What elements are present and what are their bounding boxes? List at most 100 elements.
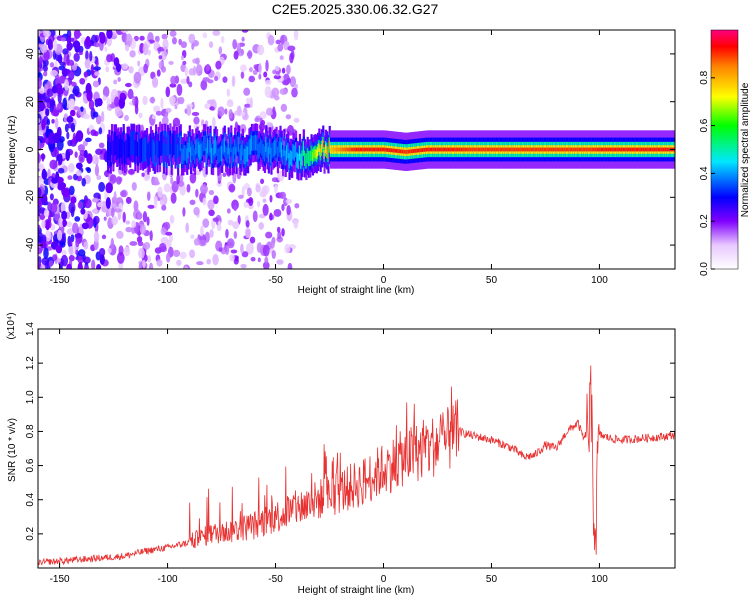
heatmap-cell bbox=[582, 147, 585, 152]
heatmap-cell bbox=[286, 64, 291, 75]
heatmap-cell bbox=[212, 148, 215, 164]
heatmap-cell bbox=[164, 130, 167, 155]
heatmap-cell bbox=[95, 148, 103, 155]
heatmap-cell bbox=[196, 261, 204, 266]
heatmap-cell bbox=[159, 200, 165, 206]
heatmap-cell bbox=[59, 265, 63, 269]
heatmap-cell bbox=[313, 149, 316, 159]
heatmap-cell bbox=[49, 99, 56, 108]
heatmap-cell bbox=[545, 147, 548, 152]
heatmap-cell bbox=[646, 147, 649, 152]
heatmap-cell bbox=[43, 209, 50, 218]
heatmap-cell bbox=[83, 113, 90, 120]
heatmap-cell bbox=[220, 35, 225, 44]
heatmap-cell bbox=[188, 136, 191, 153]
heatmap-cell bbox=[166, 165, 175, 176]
heatmap-cell bbox=[660, 147, 663, 152]
heatmap-cell bbox=[109, 103, 117, 109]
heatmap-cell bbox=[206, 258, 211, 265]
heatmap-cell bbox=[195, 188, 199, 198]
heatmap-cell bbox=[264, 256, 269, 264]
heatmap-cell bbox=[165, 252, 171, 263]
heatmap-cell bbox=[179, 251, 187, 259]
heatmap-cell bbox=[241, 186, 245, 198]
heatmap-cell bbox=[96, 264, 102, 269]
x-tick-label: -50 bbox=[268, 574, 283, 585]
heatmap-cell bbox=[315, 149, 318, 159]
heatmap-cell bbox=[463, 147, 466, 152]
heatmap-cell bbox=[146, 191, 151, 201]
heatmap-cell bbox=[205, 147, 208, 164]
heatmap-cell bbox=[131, 220, 137, 228]
heatmap-cell bbox=[232, 146, 235, 163]
heatmap-cell bbox=[174, 137, 177, 162]
heatmap-cell bbox=[635, 147, 638, 152]
heatmap-cell bbox=[47, 215, 52, 223]
heatmap-cell bbox=[642, 147, 645, 152]
heatmap-cell bbox=[259, 111, 267, 120]
x-tick-label: 50 bbox=[486, 574, 498, 585]
heatmap-cell bbox=[240, 144, 243, 161]
heatmap-cell bbox=[328, 140, 331, 150]
heatmap-cell bbox=[92, 80, 100, 88]
heatmap-cell bbox=[274, 140, 277, 156]
heatmap-cell bbox=[289, 76, 297, 88]
heatmap-cell bbox=[621, 147, 624, 152]
heatmap-cell bbox=[274, 95, 280, 101]
heatmap-cell bbox=[494, 147, 497, 152]
heatmap-cell bbox=[513, 147, 517, 152]
snr-multiplier-label: (x10⁴) bbox=[6, 312, 17, 339]
heatmap-cell bbox=[221, 146, 224, 162]
heatmap-cell bbox=[217, 148, 220, 165]
heatmap-cell bbox=[291, 87, 298, 98]
heatmap-cell bbox=[256, 200, 261, 208]
heatmap-cell bbox=[248, 75, 256, 83]
heatmap-cell bbox=[85, 35, 91, 48]
heatmap-cell bbox=[83, 71, 89, 78]
heatmap-cell bbox=[143, 137, 146, 162]
spectrogram-x-axis-label: Height of straight line (km) bbox=[298, 285, 415, 296]
heatmap-cell bbox=[165, 231, 173, 236]
heatmap-cell bbox=[659, 147, 662, 152]
heatmap-cell bbox=[66, 263, 72, 269]
heatmap-cell bbox=[122, 131, 125, 156]
heatmap-cell bbox=[171, 133, 175, 158]
heatmap-cell bbox=[133, 71, 142, 84]
heatmap-cell bbox=[286, 204, 291, 216]
heatmap-cell bbox=[579, 147, 583, 152]
heatmap-cell bbox=[577, 147, 580, 152]
heatmap-cell bbox=[169, 214, 175, 224]
heatmap-cell bbox=[240, 263, 247, 269]
heatmap-cell bbox=[191, 111, 200, 117]
heatmap-cell bbox=[490, 147, 493, 152]
heatmap-cell bbox=[124, 44, 130, 52]
heatmap-cell bbox=[187, 142, 190, 158]
heatmap-cell bbox=[285, 114, 292, 120]
heatmap-cell bbox=[214, 75, 219, 82]
heatmap-cell bbox=[94, 164, 100, 177]
heatmap-cell bbox=[341, 147, 344, 152]
heatmap-cell bbox=[224, 244, 230, 255]
heatmap-cell bbox=[196, 138, 199, 154]
y-tick-label: 0.4 bbox=[25, 492, 36, 506]
heatmap-cell bbox=[142, 139, 145, 164]
heatmap-cell bbox=[517, 147, 521, 152]
heatmap-cell bbox=[113, 79, 118, 85]
heatmap-cell bbox=[222, 139, 225, 155]
heatmap-cell bbox=[75, 238, 80, 248]
heatmap-cell bbox=[414, 148, 417, 153]
heatmap-cell bbox=[552, 147, 555, 152]
heatmap-cell bbox=[638, 147, 641, 152]
heatmap-cell bbox=[152, 180, 160, 186]
heatmap-cell bbox=[135, 132, 138, 157]
heatmap-cell bbox=[195, 64, 203, 76]
heatmap-cell bbox=[379, 147, 382, 152]
heatmap-cell bbox=[95, 59, 99, 67]
heatmap-cell bbox=[118, 138, 121, 163]
heatmap-cell bbox=[209, 229, 214, 238]
heatmap-cell bbox=[482, 147, 486, 152]
heatmap-cell bbox=[226, 88, 231, 97]
heatmap-cell bbox=[78, 51, 83, 56]
heatmap-cell bbox=[212, 30, 221, 36]
